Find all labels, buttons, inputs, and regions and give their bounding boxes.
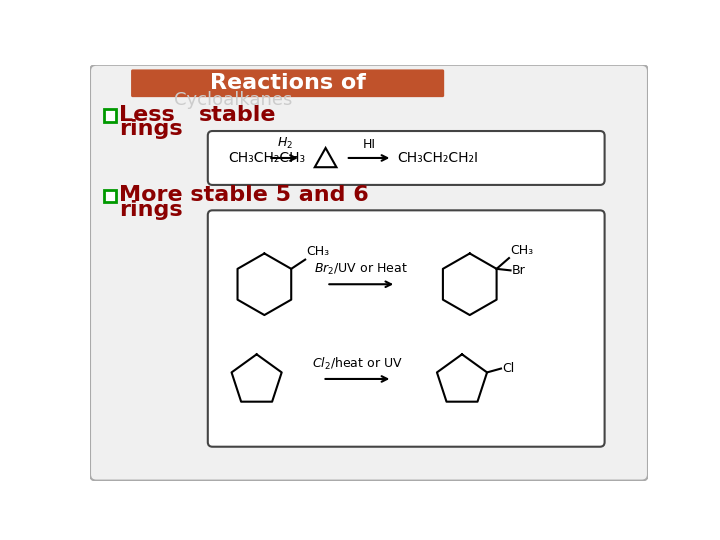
FancyBboxPatch shape [208, 131, 605, 185]
FancyBboxPatch shape [131, 70, 444, 97]
Text: Less: Less [120, 105, 175, 125]
Text: $Cl_2$/heat or UV: $Cl_2$/heat or UV [312, 356, 402, 372]
Text: rings: rings [120, 119, 183, 139]
Text: $H_2$: $H_2$ [276, 136, 292, 151]
Text: stable: stable [199, 105, 276, 125]
Text: $Br_2$/UV or Heat: $Br_2$/UV or Heat [315, 262, 408, 278]
Text: rings: rings [120, 200, 183, 220]
Bar [104, 190, 117, 202]
Text: HI: HI [362, 138, 376, 151]
FancyBboxPatch shape [90, 65, 648, 481]
Text: CH₃CH₂CH₃: CH₃CH₂CH₃ [228, 151, 305, 165]
Text: CH₃: CH₃ [307, 245, 330, 258]
Text: Reactions of: Reactions of [210, 73, 366, 93]
Text: CH₃: CH₃ [510, 244, 534, 256]
Text: Cl: Cl [503, 362, 515, 375]
Text: More stable 5 and 6: More stable 5 and 6 [120, 185, 369, 205]
Text: CH₃CH₂CH₂I: CH₃CH₂CH₂I [397, 151, 479, 165]
Text: Br: Br [512, 264, 526, 277]
FancyBboxPatch shape [208, 211, 605, 447]
Bar [104, 110, 117, 122]
Text: Cycloalkanes: Cycloalkanes [174, 91, 292, 109]
